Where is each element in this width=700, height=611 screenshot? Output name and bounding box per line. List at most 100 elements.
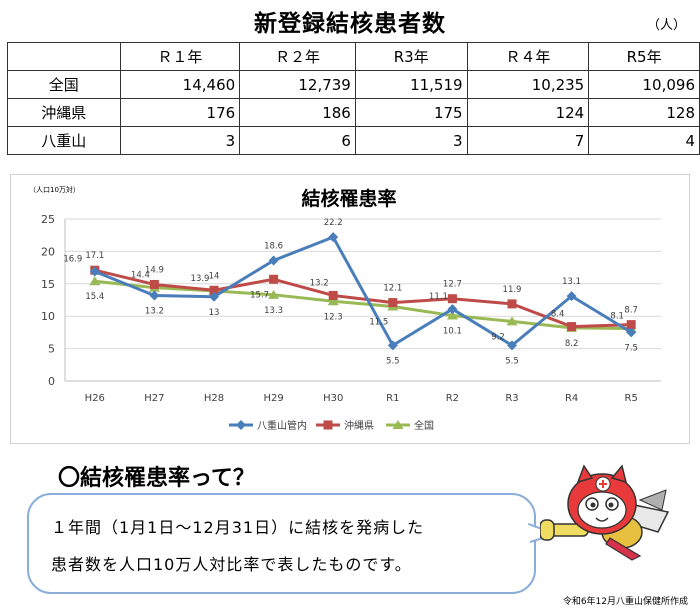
y-axis-unit-label: （人口10万対） (29, 185, 80, 194)
data-point (507, 340, 517, 351)
data-label: 14 (209, 271, 220, 281)
data-point (209, 291, 219, 302)
data-point (567, 322, 577, 332)
data-label: 8.2 (565, 339, 579, 349)
table-cell: 11,519 (354, 70, 468, 99)
data-label: 16.9 (63, 254, 82, 264)
series-line (94, 279, 632, 331)
table-row: 八重山 3 6 3 7 4 (7, 126, 700, 155)
data-label: 13.1 (562, 277, 581, 287)
table-cell: 3 (354, 126, 468, 155)
data-label: 15.4 (85, 292, 104, 302)
data-label: 15.7 (250, 290, 269, 300)
incidence-line-chart: 結核罹患率 （人口10万対） 0 5 10 15 20 25 H26 H27 H28 H29 H30… (29, 185, 661, 432)
data-label: 13.3 (264, 306, 283, 316)
explanation-line-1: １年間（1月1日～12月31日）に結核を発病した (51, 518, 425, 537)
data-label: 5.5 (386, 356, 400, 366)
x-tick-label: H29 (263, 393, 283, 404)
y-tick-label: 20 (41, 245, 55, 258)
table-cell: 12,739 (239, 70, 356, 99)
table-row: 沖縄県 176 186 175 124 128 (7, 98, 700, 127)
data-point (506, 316, 518, 326)
x-tick-label: H26 (85, 393, 105, 404)
explanation-line-2: 患者数を人口10万人対比率で表したものです。 (51, 555, 412, 574)
data-label: 8.7 (624, 306, 638, 316)
table-cell: 6 (239, 126, 356, 155)
data-label: 13.9 (191, 274, 210, 284)
data-label: 17.1 (85, 251, 104, 261)
data-label: 14.4 (131, 271, 150, 281)
data-label: 8.1 (610, 312, 624, 322)
y-tick-label: 0 (48, 375, 55, 388)
y-tick-label: 10 (41, 310, 55, 323)
table-cell: 7 (466, 126, 590, 155)
data-label: 13 (209, 308, 220, 318)
table-cell: 128 (588, 98, 700, 127)
data-label: 11.9 (503, 285, 522, 295)
data-label: 10.1 (443, 327, 462, 337)
data-point (149, 290, 160, 301)
table-row: 全国 14,460 12,739 11,519 10,235 10,096 (7, 70, 700, 99)
speech-bubble: １年間（1月1日～12月31日）に結核を発病した 患者数を人口10万人対比率で表… (27, 493, 536, 594)
data-point (327, 296, 339, 306)
table-header-cell: Ｒ１年 (119, 42, 241, 71)
legend-label: 八重山管内 (257, 419, 307, 432)
data-point (446, 310, 458, 320)
data-point (566, 291, 577, 302)
data-point (387, 340, 398, 351)
row-label: 八重山 (7, 126, 121, 155)
data-point (328, 232, 339, 243)
mascot-illustration (540, 464, 670, 561)
x-tick-label: R4 (565, 393, 578, 404)
x-tick-label: H28 (204, 393, 224, 404)
legend-label: 沖縄県 (344, 419, 374, 432)
data-point (89, 276, 101, 286)
table-cell: 124 (466, 98, 590, 127)
x-tick-label: R1 (386, 393, 399, 404)
chart-panel: 結核罹患率 （人口10万対） 0 5 10 15 20 25 H26 H27 H28 H29 H30… (10, 174, 690, 444)
data-label: 12.3 (324, 312, 343, 322)
table-cell: 3 (119, 126, 241, 155)
series-line (94, 268, 632, 329)
data-label: 12.1 (383, 284, 402, 294)
data-label: 7.5 (624, 343, 638, 353)
chart-title: 結核罹患率 (301, 187, 396, 210)
data-label: 22.2 (324, 218, 343, 228)
series-line (94, 235, 632, 347)
data-point (447, 304, 458, 315)
table-header-cell: R3年 (354, 42, 468, 71)
table-cell: 175 (354, 98, 468, 127)
data-point (626, 320, 636, 330)
x-tick-label: R3 (505, 393, 518, 404)
data-label: 14.9 (145, 265, 164, 275)
unit-label: （人） (646, 18, 686, 33)
x-tick-label: R5 (625, 393, 638, 404)
x-tick-label: H27 (144, 393, 164, 404)
table-header-row: Ｒ１年 Ｒ２年 R3年 Ｒ４年 R5年 (7, 42, 700, 71)
tb-cases-table: Ｒ１年 Ｒ２年 R3年 Ｒ４年 R5年 全国 14,460 12,739 11,… (7, 42, 700, 155)
data-point (507, 299, 517, 309)
legend-marker (323, 420, 333, 430)
legend-marker (236, 420, 246, 430)
credit-note: 令和6年12月八重山保健所作成 (562, 597, 688, 607)
row-label: 全国 (7, 70, 121, 99)
legend-label: 全国 (414, 419, 434, 432)
table-header-cell: R5年 (588, 42, 700, 71)
explanation-heading: 〇結核罹患率って？ (58, 466, 255, 491)
data-label: 9.2 (491, 332, 505, 342)
table-cell: 14,460 (119, 70, 241, 99)
data-point (89, 266, 100, 277)
table-cell: 10,096 (588, 70, 700, 99)
table-header-cell: Ｒ４年 (466, 42, 590, 71)
y-tick-label: 25 (41, 213, 55, 226)
table-cell: 176 (119, 98, 241, 127)
data-label: 11.5 (369, 317, 388, 327)
page-title: 新登録結核患者数 (254, 11, 446, 37)
data-point (268, 289, 280, 299)
row-label: 沖縄県 (7, 98, 121, 127)
data-point (269, 274, 279, 284)
data-point (328, 290, 338, 300)
x-tick-label: R2 (446, 393, 459, 404)
data-point (447, 294, 457, 304)
data-point (209, 285, 219, 295)
